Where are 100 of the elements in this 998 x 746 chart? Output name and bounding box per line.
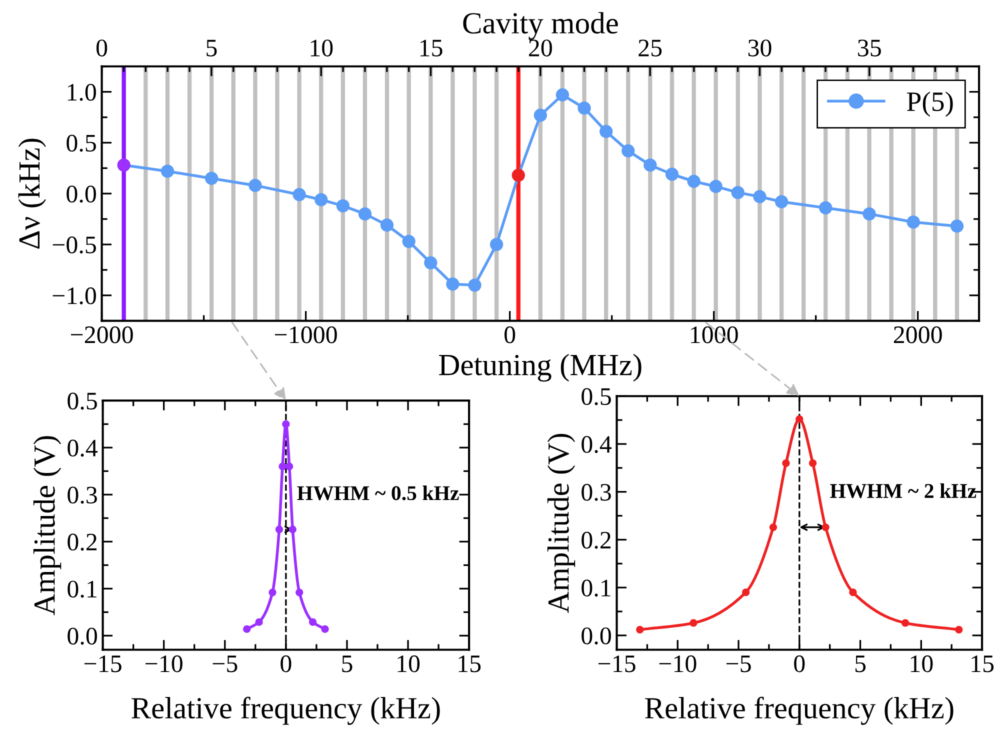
y-tick-label: 0.4 bbox=[68, 440, 98, 457]
point bbox=[709, 180, 722, 194]
point bbox=[742, 588, 750, 596]
point bbox=[950, 220, 964, 233]
point bbox=[753, 190, 766, 204]
y-axis-title: Amplitude (V) bbox=[33, 436, 62, 616]
y-tick-label: 0.4 bbox=[582, 436, 612, 454]
point bbox=[248, 178, 262, 192]
x-tick-label: 2000 bbox=[894, 326, 942, 344]
y-tick-label: 0.5 bbox=[582, 388, 611, 406]
legend-label: P(5) bbox=[907, 92, 953, 117]
point bbox=[687, 174, 700, 188]
point bbox=[255, 618, 263, 626]
point bbox=[380, 218, 394, 232]
x2-tick-label: 15 bbox=[420, 40, 442, 56]
point bbox=[849, 588, 857, 596]
point bbox=[292, 188, 306, 202]
x-tick-label: −5 bbox=[726, 656, 751, 672]
point bbox=[204, 172, 218, 185]
x2-axis-title: Cavity mode bbox=[463, 12, 618, 40]
point bbox=[268, 588, 276, 596]
y-tick-label: 0.1 bbox=[582, 580, 610, 597]
point bbox=[286, 462, 294, 470]
x-tick-label: −10 bbox=[146, 655, 182, 672]
point bbox=[275, 526, 284, 534]
point bbox=[358, 207, 372, 221]
y-tick-label: 0.0 bbox=[66, 186, 96, 203]
y-axis-title: Δν (kHz) bbox=[18, 138, 46, 249]
point bbox=[665, 168, 679, 181]
y-tick-label: 0.3 bbox=[582, 484, 611, 501]
point bbox=[314, 193, 328, 206]
y-axis-title: Amplitude (V) bbox=[547, 434, 576, 614]
y-tick-label: 0.0 bbox=[582, 627, 611, 644]
point bbox=[278, 462, 286, 470]
y-tick-label: 0.1 bbox=[68, 580, 96, 598]
x-tick-label: 1000 bbox=[691, 326, 738, 344]
point bbox=[446, 278, 460, 291]
x-tick-label: 0 bbox=[794, 655, 805, 672]
point bbox=[117, 158, 130, 172]
x2-tick-label: 5 bbox=[206, 40, 217, 56]
x2-tick-label: 0 bbox=[96, 40, 108, 56]
y-tick-label: 1.0 bbox=[68, 84, 96, 101]
y-tick-label: 0.5 bbox=[68, 392, 97, 410]
x-tick-label: 15 bbox=[972, 655, 994, 672]
point bbox=[534, 108, 548, 122]
point bbox=[636, 626, 644, 634]
y-tick-label: 0.2 bbox=[582, 532, 611, 549]
point bbox=[600, 124, 613, 138]
point bbox=[282, 420, 290, 428]
y-tick-label: −0.5 bbox=[52, 236, 96, 254]
x-tick-label: −15 bbox=[598, 655, 636, 672]
x2-tick-label: 10 bbox=[310, 40, 333, 56]
point bbox=[769, 523, 778, 532]
point bbox=[321, 625, 329, 633]
point bbox=[424, 256, 438, 270]
point bbox=[490, 238, 504, 252]
point bbox=[512, 168, 525, 182]
y-tick-label: −1.0 bbox=[52, 287, 96, 304]
x2-tick-label: 20 bbox=[529, 40, 552, 56]
y-tick-label: 0.2 bbox=[68, 534, 97, 551]
point bbox=[731, 186, 744, 200]
x-axis-title: Detuning (MHz) bbox=[439, 354, 642, 382]
point bbox=[782, 459, 790, 467]
point bbox=[336, 199, 350, 212]
x-tick-label: 5 bbox=[855, 656, 866, 672]
x2-tick-label: 25 bbox=[638, 40, 662, 56]
x-tick-label: −1000 bbox=[275, 326, 337, 344]
x-tick-label: −5 bbox=[212, 656, 238, 672]
x2-tick-label: 35 bbox=[858, 40, 881, 56]
x-tick-label: −15 bbox=[84, 655, 122, 672]
point bbox=[796, 415, 804, 423]
point bbox=[243, 625, 251, 633]
y-tick-label: 0.5 bbox=[66, 134, 96, 152]
x-tick-label: 0 bbox=[504, 326, 516, 344]
x-tick-label: 5 bbox=[342, 656, 352, 672]
point bbox=[808, 459, 817, 467]
point bbox=[622, 144, 635, 158]
x-tick-label: −2000 bbox=[70, 326, 133, 344]
point bbox=[774, 195, 788, 208]
point bbox=[644, 158, 657, 172]
point bbox=[308, 618, 317, 626]
point bbox=[902, 619, 910, 627]
x-tick-label: 0 bbox=[280, 655, 292, 672]
x2-tick-label: 30 bbox=[748, 40, 772, 56]
x-axis-title: Relative frequency (kHz) bbox=[132, 696, 440, 725]
point bbox=[906, 215, 920, 229]
x-tick-label: 15 bbox=[458, 655, 481, 672]
x-axis-title: Relative frequency (kHz) bbox=[645, 696, 954, 725]
point bbox=[402, 234, 416, 248]
y-tick-label: 0.0 bbox=[68, 628, 97, 645]
x-tick-label: 10 bbox=[910, 655, 933, 672]
point bbox=[690, 619, 698, 627]
annotation: HWHM ~ 0.5 kHz bbox=[297, 486, 459, 500]
point bbox=[822, 523, 830, 532]
point bbox=[296, 588, 304, 596]
y-tick-label: 0.3 bbox=[68, 486, 97, 504]
point bbox=[862, 207, 876, 221]
point bbox=[578, 102, 591, 115]
point bbox=[468, 278, 482, 292]
point bbox=[556, 88, 570, 102]
